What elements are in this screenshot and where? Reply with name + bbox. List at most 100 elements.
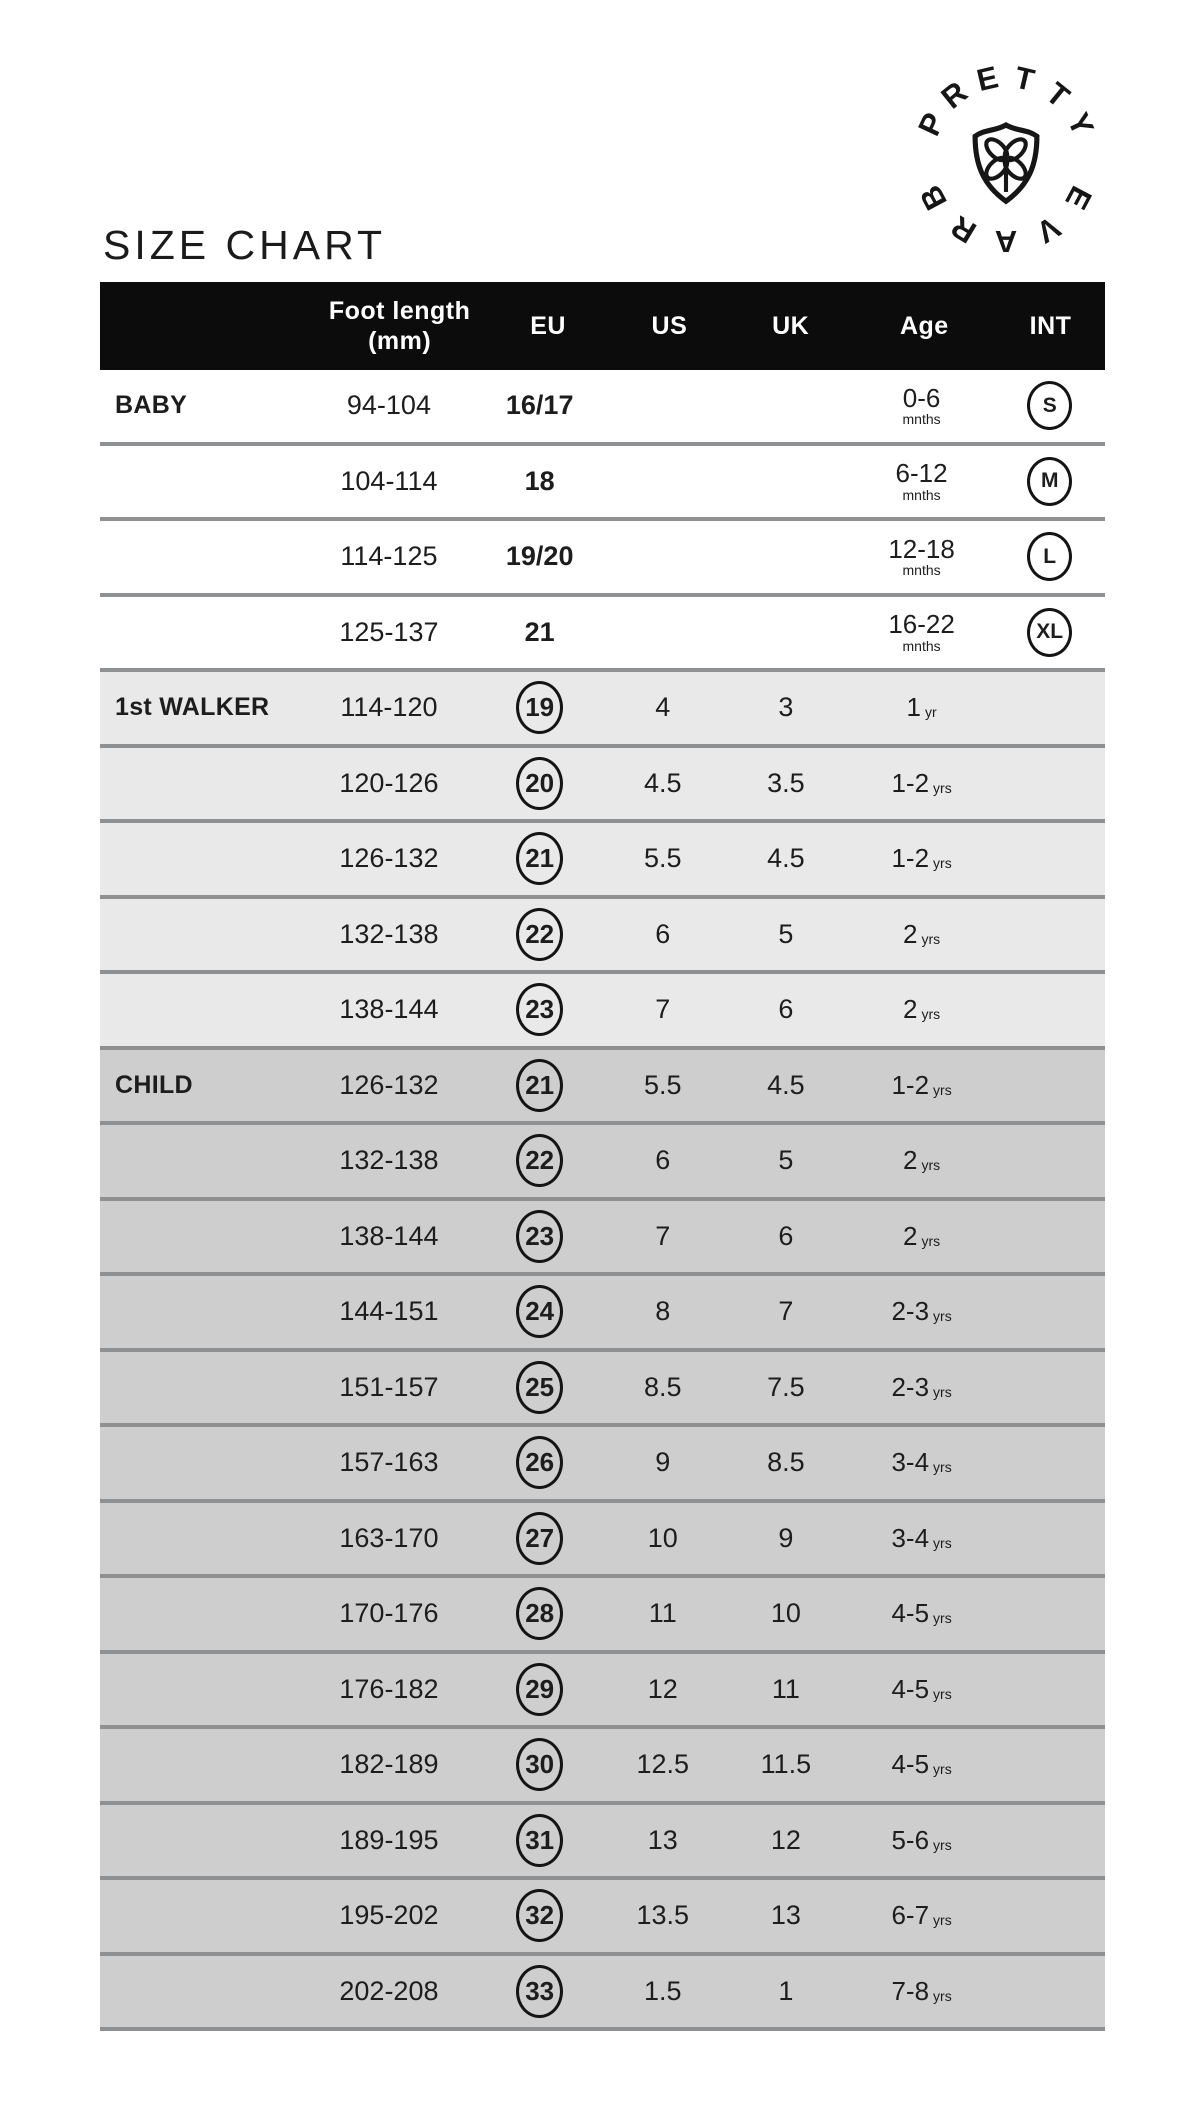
- table-row: BABY 94-104 16/17 0-6 mnths S: [100, 370, 1105, 446]
- eu-size-badge: 21: [516, 1058, 564, 1112]
- age-value: 1-2 yrs: [891, 1069, 952, 1100]
- eu-size-badge: 23: [516, 1209, 564, 1263]
- foot-length-value: 120-126: [339, 767, 439, 798]
- table-row: 182-189 30 12.5 11.5 4-5 yrs: [100, 1729, 1105, 1805]
- int-size-badge: L: [1027, 532, 1073, 582]
- foot-length-value: 126-132: [339, 1069, 439, 1100]
- eu-size-badge: 22: [516, 907, 564, 961]
- table-row: 120-126 20 4.5 3.5 1-2 yrs: [100, 747, 1105, 823]
- age-value: 2-3 yrs: [891, 1296, 952, 1327]
- table-row: 195-202 32 13.5 13 6-7 yrs: [100, 1880, 1105, 1956]
- table-row: 151-157 25 8.5 7.5 2-3 yrs: [100, 1351, 1105, 1427]
- svg-text:E: E: [973, 59, 1001, 98]
- uk-size: 5: [778, 918, 794, 949]
- foot-length-value: 94-104: [346, 390, 431, 421]
- uk-size: 1: [778, 1975, 794, 2006]
- age-value: 4-5 yrs: [891, 1673, 952, 1704]
- table-row: CHILD 126-132 21 5.5 4.5 1-2 yrs: [100, 1049, 1105, 1125]
- us-size: 1.5: [644, 1975, 682, 2006]
- us-size: 13: [647, 1824, 678, 1855]
- us-size: 12: [647, 1673, 678, 1704]
- eu-size: 19/20: [505, 541, 574, 572]
- age-value: 1 yr: [906, 692, 937, 723]
- age-value: 0-6 mnths: [902, 382, 941, 428]
- eu-size: 21: [524, 616, 555, 647]
- uk-size: 6: [778, 1220, 794, 1251]
- eu-size: 18: [524, 465, 555, 496]
- eu-size-badge: 25: [516, 1360, 564, 1414]
- age-value: 2 yrs: [903, 1220, 941, 1251]
- eu-size-badge: 19: [516, 681, 564, 735]
- uk-size: 7.5: [767, 1371, 805, 1402]
- header-int: INT: [1029, 312, 1072, 340]
- category-label: CHILD: [115, 1070, 193, 1099]
- svg-text:R: R: [945, 209, 982, 250]
- table-row: 138-144 23 7 6 2 yrs: [100, 1200, 1105, 1276]
- age-value: 3-4 yrs: [891, 1447, 952, 1478]
- us-size: 6: [655, 918, 671, 949]
- svg-text:T: T: [1039, 75, 1076, 114]
- table-row: 138-144 23 7 6 2 yrs: [100, 974, 1105, 1050]
- foot-length-value: 144-151: [339, 1296, 439, 1327]
- table-row: 125-137 21 16-22 mnths XL: [100, 596, 1105, 672]
- foot-length-value: 170-176: [339, 1598, 439, 1629]
- us-size: 8: [655, 1296, 671, 1327]
- foot-length-value: 176-182: [339, 1673, 439, 1704]
- svg-text:E: E: [1058, 180, 1099, 215]
- eu-size: 16/17: [505, 390, 574, 421]
- age-value: 1-2 yrs: [891, 843, 952, 874]
- us-size: 11: [648, 1598, 677, 1629]
- svg-text:R: R: [935, 74, 974, 115]
- table-row: 157-163 26 9 8.5 3-4 yrs: [100, 1427, 1105, 1503]
- category-label: 1st WALKER: [115, 693, 270, 722]
- eu-size-badge: 23: [516, 983, 564, 1037]
- eu-size-badge: 28: [516, 1587, 564, 1641]
- age-value: 16-22 mnths: [888, 609, 955, 654]
- table-row: 170-176 28 11 10 4-5 yrs: [100, 1578, 1105, 1654]
- foot-length-value: 104-114: [340, 465, 438, 496]
- us-size: 12.5: [636, 1749, 690, 1780]
- foot-length-value: 182-189: [339, 1749, 439, 1780]
- age-value: 2 yrs: [903, 994, 941, 1025]
- foot-length-value: 126-132: [339, 843, 439, 874]
- us-size: 4: [655, 692, 671, 723]
- age-value: 1-2 yrs: [891, 767, 952, 798]
- header-uk: UK: [772, 312, 810, 340]
- age-value: 12-18 mnths: [888, 533, 955, 579]
- table-row: 144-151 24 8 7 2-3 yrs: [100, 1276, 1105, 1352]
- svg-text:Y: Y: [1060, 107, 1101, 141]
- uk-size: 11.5: [760, 1749, 812, 1780]
- foot-length-value: 138-144: [339, 1220, 439, 1251]
- uk-size: 12: [770, 1824, 801, 1855]
- age-value: 6-12 mnths: [895, 458, 948, 503]
- foot-length-value: 163-170: [339, 1522, 439, 1553]
- eu-size-badge: 30: [516, 1738, 564, 1792]
- foot-length-value: 151-157: [339, 1371, 439, 1402]
- table-row: 1st WALKER 114-120 19 4 3 1 yr: [100, 672, 1105, 748]
- age-value: 4-5 yrs: [891, 1598, 952, 1629]
- us-size: 4.5: [644, 767, 682, 798]
- age-value: 4-5 yrs: [891, 1749, 952, 1780]
- foot-length-value: 132-138: [339, 1145, 439, 1176]
- table-row: 176-182 29 12 11 4-5 yrs: [100, 1653, 1105, 1729]
- category-label: BABY: [115, 391, 188, 420]
- us-size: 10: [647, 1522, 678, 1553]
- page-title: SIZE CHART: [103, 222, 386, 268]
- us-size: 13.5: [636, 1900, 690, 1931]
- eu-size-badge: 33: [516, 1964, 564, 2018]
- int-size-badge: XL: [1027, 607, 1073, 657]
- uk-size: 7: [778, 1296, 794, 1327]
- svg-text:A: A: [995, 224, 1017, 259]
- age-value: 2 yrs: [903, 918, 941, 949]
- foot-length-value: 157-163: [339, 1447, 439, 1478]
- us-size: 8.5: [644, 1371, 682, 1402]
- uk-size: 9: [778, 1522, 794, 1553]
- size-table: Foot length (mm) EU US UK Age INT BABY 9…: [100, 282, 1105, 2031]
- table-row: 189-195 31 13 12 5-6 yrs: [100, 1804, 1105, 1880]
- foot-length-value: 189-195: [339, 1824, 439, 1855]
- uk-size: 3.5: [767, 767, 805, 798]
- header-us: US: [651, 312, 688, 340]
